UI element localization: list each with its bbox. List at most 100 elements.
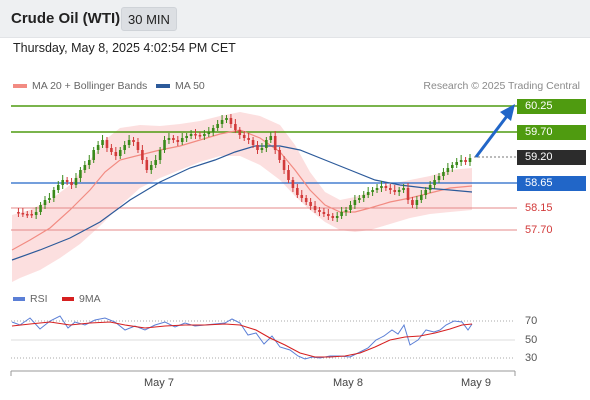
candle-body: [70, 182, 73, 185]
level-label-60-25: 60.25: [517, 99, 586, 114]
candle-body: [331, 216, 335, 218]
candle-body: [269, 136, 273, 140]
candle-body: [132, 140, 135, 142]
candle-body: [322, 212, 326, 214]
rsi-9ma-line: [11, 321, 473, 358]
candle-body: [176, 140, 180, 142]
level-label-59-20: 59.20: [517, 150, 586, 165]
candle-body: [442, 172, 445, 176]
candle-body: [260, 148, 264, 150]
candle-body: [234, 124, 237, 130]
ma20-line: [11, 129, 473, 251]
candle-body: [149, 165, 153, 170]
candle-body: [21, 213, 25, 215]
candle-body: [340, 212, 343, 216]
candle-body: [25, 214, 29, 216]
candle-body: [256, 145, 259, 150]
rsi-9ma-legend-label: 9MA: [79, 293, 101, 305]
candle-body: [229, 118, 233, 124]
candle-body: [406, 188, 410, 200]
candle-body: [384, 186, 388, 188]
rsi-legend-label: RSI: [30, 293, 48, 305]
candle-body: [61, 180, 64, 185]
candle-body: [455, 162, 459, 165]
rsi-tick-70: 70: [525, 315, 538, 327]
candle-body: [273, 136, 277, 150]
projection-arrowhead: [500, 104, 515, 121]
candle-body: [287, 170, 290, 180]
candle-body: [366, 192, 370, 195]
candle-body: [145, 160, 149, 170]
rsi-swatch: [13, 297, 25, 301]
candle-body: [362, 195, 366, 198]
ma50-line: [11, 145, 473, 261]
candle-body: [158, 150, 162, 160]
candle-body: [309, 202, 312, 206]
candle-body: [265, 140, 268, 148]
candle-body: [389, 188, 392, 190]
ma50-legend: MA 50: [156, 80, 205, 92]
candle-body: [172, 138, 175, 140]
candle-body: [296, 188, 299, 195]
candle-body: [335, 216, 339, 218]
candle-body: [194, 134, 197, 136]
ma20-legend-label: MA 20 + Bollinger Bands: [32, 80, 148, 92]
candle-body: [380, 186, 383, 188]
rsi-legend: RSI: [13, 293, 48, 305]
candle-body: [17, 212, 20, 214]
candle-body: [415, 200, 419, 205]
candle-body: [87, 160, 91, 165]
candle-body: [101, 140, 104, 145]
candle-body: [56, 185, 60, 190]
candle-body: [459, 160, 463, 162]
timeframe-button[interactable]: 30 MIN: [121, 7, 177, 31]
rsi-9ma-legend: 9MA: [62, 293, 101, 305]
rsi-line: [11, 315, 473, 360]
ma20-swatch: [13, 84, 27, 88]
candle-body: [74, 178, 78, 185]
research-credit: Research © 2025 Trading Central: [423, 80, 580, 92]
candle-body: [291, 180, 295, 188]
candle-body: [118, 150, 122, 156]
candle-body: [154, 160, 157, 165]
candle-body: [428, 185, 432, 190]
candle-body: [34, 212, 38, 215]
ma20-legend: MA 20 + Bollinger Bands: [13, 80, 147, 92]
candle-body: [225, 118, 228, 120]
candle-body: [198, 135, 202, 137]
candle-body: [114, 152, 118, 156]
candle-body: [344, 210, 348, 212]
candle-body: [353, 200, 357, 205]
candle-body: [450, 165, 454, 168]
candle-body: [282, 160, 286, 170]
candle-body: [327, 214, 330, 216]
candle-body: [39, 205, 42, 212]
candle-body: [411, 200, 414, 205]
candle-body: [127, 140, 131, 145]
level-label-58-65: 58.65: [517, 176, 586, 191]
candle-body: [375, 188, 379, 190]
rsi-tick-50: 50: [525, 334, 538, 346]
candle-body: [318, 210, 321, 212]
candle-body: [437, 176, 441, 180]
candle-body: [349, 205, 352, 210]
date-label-may-9: May 9: [461, 377, 491, 389]
candle-body: [393, 190, 397, 192]
chart-timestamp: Thursday, May 8, 2025 4:02:54 PM CET: [13, 41, 236, 55]
candle-body: [371, 190, 374, 192]
candle-body: [211, 128, 215, 132]
candle-body: [433, 180, 436, 185]
ma50-legend-label: MA 50: [175, 80, 205, 92]
candle-body: [83, 165, 87, 170]
candle-body: [216, 124, 219, 128]
rsi-9ma-swatch: [62, 297, 74, 301]
candle-body: [203, 134, 206, 136]
candle-body: [96, 145, 100, 150]
candle-body: [464, 160, 467, 162]
bollinger-band: [12, 112, 472, 282]
candle-body: [43, 200, 47, 205]
candle-body: [304, 198, 308, 202]
candle-body: [238, 130, 242, 135]
candle-body: [163, 140, 166, 150]
